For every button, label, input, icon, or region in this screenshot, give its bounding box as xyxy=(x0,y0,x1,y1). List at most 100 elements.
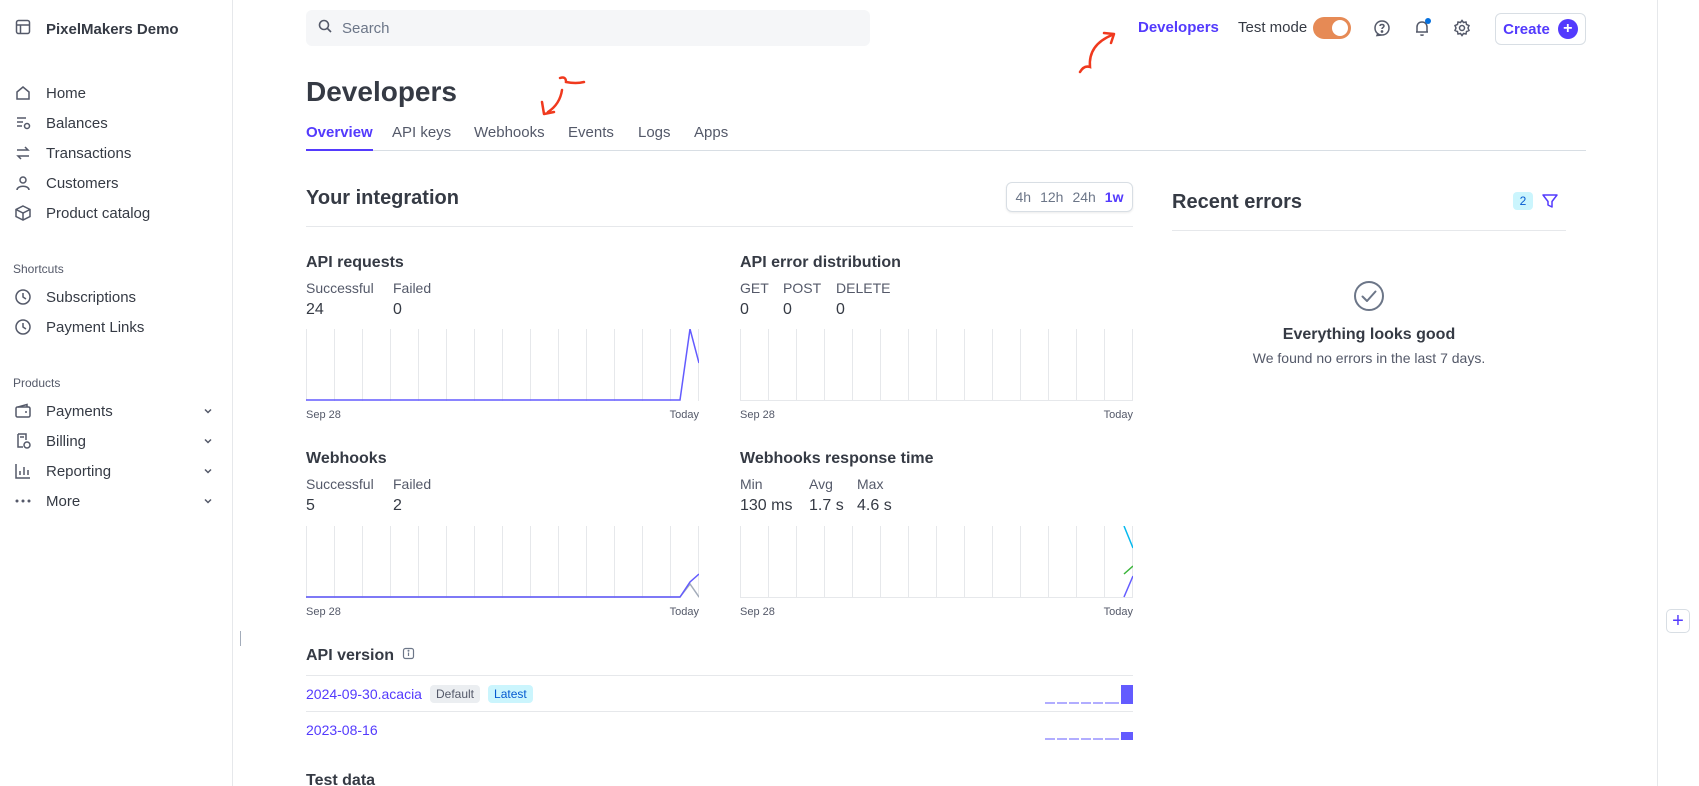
api-error-distribution-chart[interactable]: API error distribution GET 0 POST 0 DELETE… xyxy=(740,254,1133,424)
chevron-down-icon[interactable] xyxy=(202,404,214,421)
products-heading: Products xyxy=(13,376,61,390)
sidebar-item-subscriptions[interactable]: Subscriptions xyxy=(14,284,214,310)
sidebar-item-more[interactable]: More xyxy=(14,488,214,514)
tab-api-keys[interactable]: API keys xyxy=(392,124,452,141)
sidebar-item-label: Product catalog xyxy=(46,204,151,222)
sidebar-resize-handle[interactable] xyxy=(240,631,241,646)
api-requests-chart[interactable]: API requests Successful 24 Failed 0 Sep 28… xyxy=(306,254,699,424)
sidebar-item-label: Balances xyxy=(46,114,108,132)
stat-label: Max xyxy=(857,476,884,492)
api-version-link[interactable]: 2024-09-30.acacia xyxy=(306,685,422,702)
range-1w[interactable]: 1w xyxy=(1104,189,1124,205)
shortcuts-heading: Shortcuts xyxy=(13,262,64,276)
webhooks-response-time-chart[interactable]: Webhooks response time Min 130 ms Avg 1.7 … xyxy=(740,450,1133,620)
stat-value: 0 xyxy=(393,301,402,318)
api-version-link[interactable]: 2023-08-16 xyxy=(306,721,378,738)
sidebar-item-payment-links[interactable]: Payment Links xyxy=(14,314,214,340)
create-label: Create xyxy=(1503,20,1550,38)
sidebar-item-label: Payment Links xyxy=(46,318,145,336)
chart-stats: Successful 5 Failed 2 xyxy=(306,476,699,515)
api-version-row: 2023-08-16 xyxy=(306,711,1133,747)
chart-title: Webhooks response time xyxy=(740,450,934,467)
box-icon xyxy=(14,204,32,222)
sidebar-item-label: Billing xyxy=(46,432,87,450)
chevron-down-icon[interactable] xyxy=(202,464,214,481)
chevron-down-icon[interactable] xyxy=(202,434,214,451)
error-count-badge: 2 xyxy=(1513,192,1533,210)
x-axis-start: Sep 28 xyxy=(306,606,341,618)
sidebar-item-home[interactable]: Home xyxy=(14,80,214,106)
balances-icon xyxy=(14,114,32,132)
divider xyxy=(1172,230,1566,231)
chart-stats: Successful 24 Failed 0 xyxy=(306,280,699,319)
gear-icon[interactable] xyxy=(1452,18,1472,38)
integration-title: Your integration xyxy=(306,187,459,209)
status-title: Everything looks good xyxy=(1282,326,1456,343)
sidebar-item-billing[interactable]: Billing xyxy=(14,428,214,454)
stat-failed: Failed 2 xyxy=(393,476,431,515)
stat-value: 0 xyxy=(740,301,749,318)
stat-max: Max 4.6 s xyxy=(857,476,892,515)
tab-events[interactable]: Events xyxy=(568,124,614,141)
stat-label: Failed xyxy=(393,280,432,296)
chart-title: API error distribution xyxy=(740,254,901,271)
account-switcher[interactable]: PixelMakers Demo xyxy=(14,18,179,40)
stat-label: Min xyxy=(740,476,763,492)
tab-overview[interactable]: Overview xyxy=(306,124,373,151)
api-errors-plot xyxy=(740,329,1133,401)
stat-value: 24 xyxy=(306,301,324,318)
range-12h[interactable]: 12h xyxy=(1040,189,1064,205)
api-version-label: API version xyxy=(306,647,395,664)
sidebar-item-reporting[interactable]: Reporting xyxy=(14,458,214,484)
stat-label: Successful xyxy=(306,476,374,492)
store-icon xyxy=(14,18,32,40)
x-axis-start: Sep 28 xyxy=(740,409,775,421)
help-icon[interactable] xyxy=(1372,18,1392,38)
chevron-down-icon[interactable] xyxy=(202,494,214,511)
webhooks-chart[interactable]: Webhooks Successful 5 Failed 2 Sep 28 Today xyxy=(306,450,699,620)
sidebar-item-label: More xyxy=(46,492,81,510)
plus-icon: + xyxy=(1672,610,1684,632)
stat-failed: Failed 0 xyxy=(393,280,431,319)
sidebar-item-customers[interactable]: Customers xyxy=(14,170,214,196)
range-4h[interactable]: 4h xyxy=(1015,189,1032,205)
sidebar-item-product-catalog[interactable]: Product catalog xyxy=(14,200,214,226)
test-mode-toggle[interactable] xyxy=(1313,17,1351,39)
stat-min: Min 130 ms xyxy=(740,476,809,515)
notification-dot xyxy=(1425,18,1431,24)
sidebar-item-label: Transactions xyxy=(46,144,132,162)
chart-title: Webhooks xyxy=(306,450,387,467)
stat-value: 0 xyxy=(836,301,845,318)
latest-badge: Latest xyxy=(488,684,533,703)
annotation-arrow-icon xyxy=(540,76,586,116)
time-range-selector: 4h 12h 24h 1w xyxy=(1006,182,1133,212)
stat-label: Avg xyxy=(809,476,833,492)
developers-link[interactable]: Developers xyxy=(1138,19,1219,36)
home-icon xyxy=(14,84,32,102)
clock-icon xyxy=(14,288,32,306)
search-bar[interactable] xyxy=(306,10,870,46)
sidebar-item-payments[interactable]: Payments xyxy=(14,398,214,424)
stat-value: 5 xyxy=(306,497,315,514)
filter-icon[interactable] xyxy=(1541,192,1559,215)
notifications-bell-icon[interactable] xyxy=(1412,18,1432,38)
sidebar-item-label: Subscriptions xyxy=(46,288,137,306)
stat-value: 4.6 s xyxy=(857,497,892,514)
sidebar-item-balances[interactable]: Balances xyxy=(14,110,214,136)
info-icon[interactable] xyxy=(402,647,415,665)
webhooks-response-plot xyxy=(740,526,1133,598)
stat-label: GET xyxy=(740,280,769,296)
sidebar: PixelMakers Demo Home Balances Transacti… xyxy=(0,0,233,786)
range-24h[interactable]: 24h xyxy=(1072,189,1096,205)
tab-apps[interactable]: Apps xyxy=(694,124,729,141)
sidebar-item-transactions[interactable]: Transactions xyxy=(14,140,214,166)
annotation-arrow-icon xyxy=(1078,31,1116,74)
add-panel-button[interactable]: + xyxy=(1666,609,1690,633)
divider xyxy=(306,226,1133,227)
tab-webhooks[interactable]: Webhooks xyxy=(474,124,545,141)
create-button[interactable]: Create + xyxy=(1495,13,1586,45)
search-input[interactable] xyxy=(342,19,842,37)
api-version-row: 2024-09-30.acacia Default Latest xyxy=(306,675,1133,711)
tab-logs[interactable]: Logs xyxy=(638,124,671,141)
stat-label: Failed xyxy=(393,476,432,492)
